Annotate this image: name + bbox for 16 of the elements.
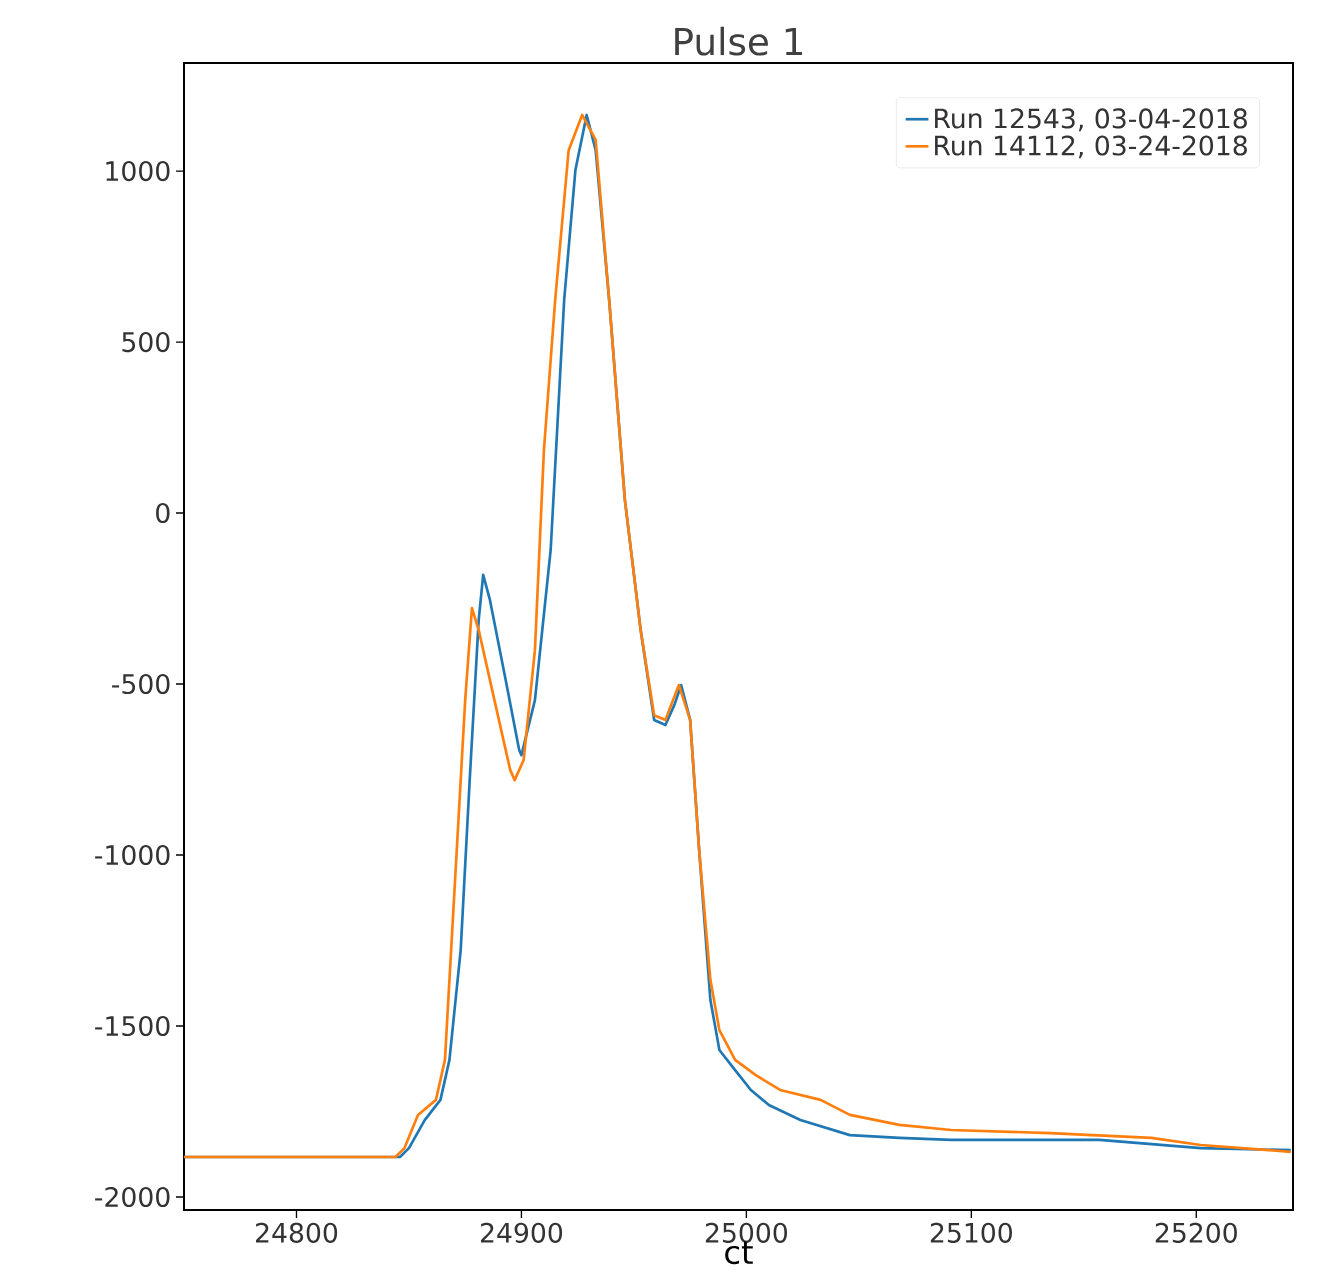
x-tick-label: 25200 [1155, 1222, 1237, 1243]
y-tick-label: -1500 [95, 1015, 170, 1037]
x-axis-title: ct [725, 1241, 753, 1265]
y-tick-label: 1000 [106, 160, 170, 182]
y-tick-label: 500 [122, 331, 170, 353]
legend-label: Run 14112, 03-24-2018 [935, 135, 1247, 159]
x-tick-label: 25100 [930, 1222, 1012, 1243]
chart-title: Pulse 1 [675, 26, 803, 56]
x-tick-label: 24800 [256, 1222, 338, 1243]
y-tick-label: 0 [156, 502, 170, 524]
x-tick-label: 24900 [480, 1222, 563, 1243]
legend-label: Run 12543, 03-04-2018 [935, 108, 1247, 132]
y-tick-label: -1000 [95, 844, 170, 866]
x-tick-label: 25000 [705, 1222, 788, 1243]
y-tick-label: -500 [112, 673, 170, 695]
y-tick-label: -2000 [95, 1186, 170, 1208]
